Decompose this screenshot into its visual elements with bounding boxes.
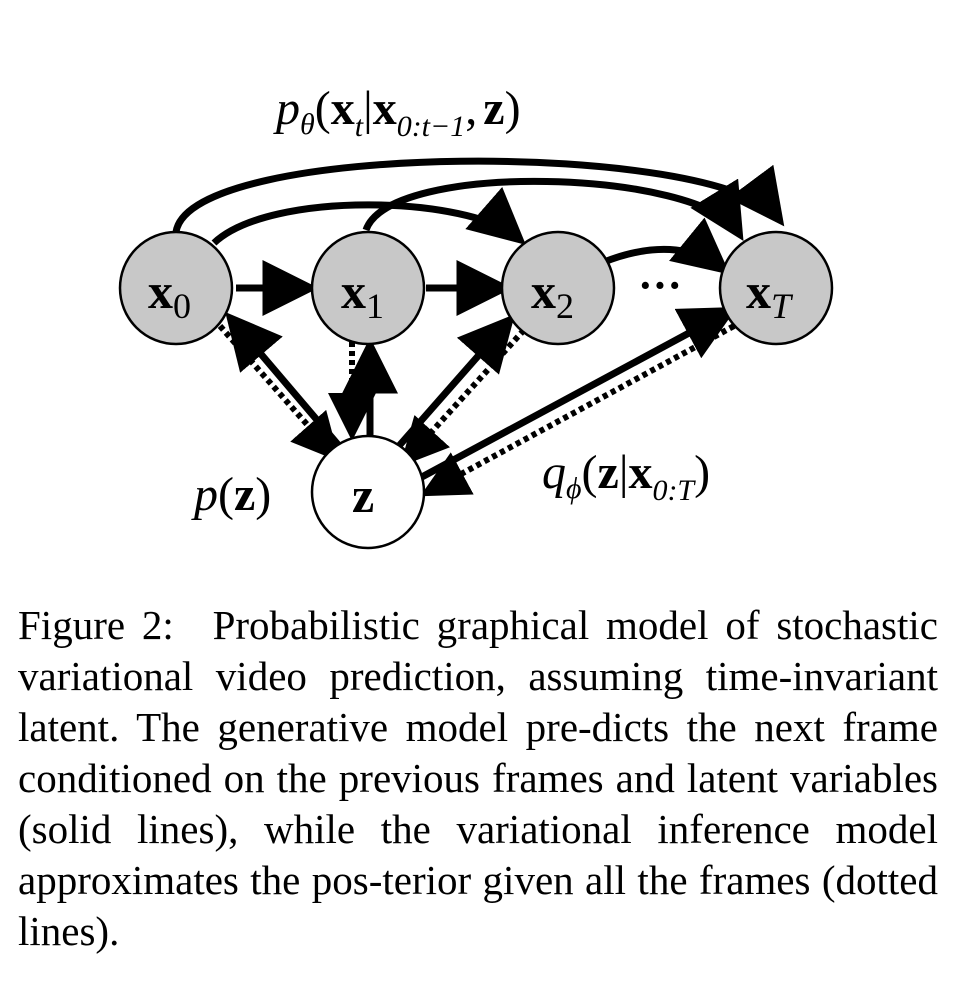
node-z: z: [310, 434, 426, 550]
prior-label: p(z): [191, 468, 271, 521]
edge-x0-x2: [211, 186, 526, 246]
node-xT: xT: [718, 230, 834, 346]
figure-caption: Figure 2: Probabilistic graphical model …: [18, 600, 938, 957]
svg-text:z: z: [352, 467, 374, 523]
figure-label: Figure 2:: [18, 602, 174, 648]
graphical-model-diagram: pθ(xt|x0:t−1, z) x0 x1 x2: [118, 82, 834, 550]
svg-text:x0: x0: [148, 263, 191, 326]
svg-text:x2: x2: [531, 263, 574, 326]
svg-text:x1: x1: [341, 263, 384, 326]
node-x1: x1: [310, 230, 426, 346]
caption-text: Probabilistic graphical model of stochas…: [18, 602, 938, 954]
inference-edges: [217, 323, 736, 497]
edge-x2-z-dotted: [399, 327, 527, 467]
generative-model-label: pθ(xt|x0:t−1, z): [273, 82, 521, 143]
ellipsis: ···: [638, 261, 682, 310]
edge-z-x2: [395, 314, 515, 450]
generative-edges: [172, 157, 785, 482]
edge-z-x0: [225, 312, 343, 450]
edge-x0-z-dotted: [217, 324, 340, 462]
edge-xT-z-dotted: [420, 323, 736, 497]
node-x0: x0: [118, 230, 234, 346]
posterior-label: qϕ(z|x0:T): [542, 446, 710, 507]
svg-text:xT: xT: [746, 263, 794, 326]
edge-z-xT: [418, 307, 738, 482]
edge-x2-xT: [602, 217, 731, 275]
node-x2: x2: [500, 230, 616, 346]
